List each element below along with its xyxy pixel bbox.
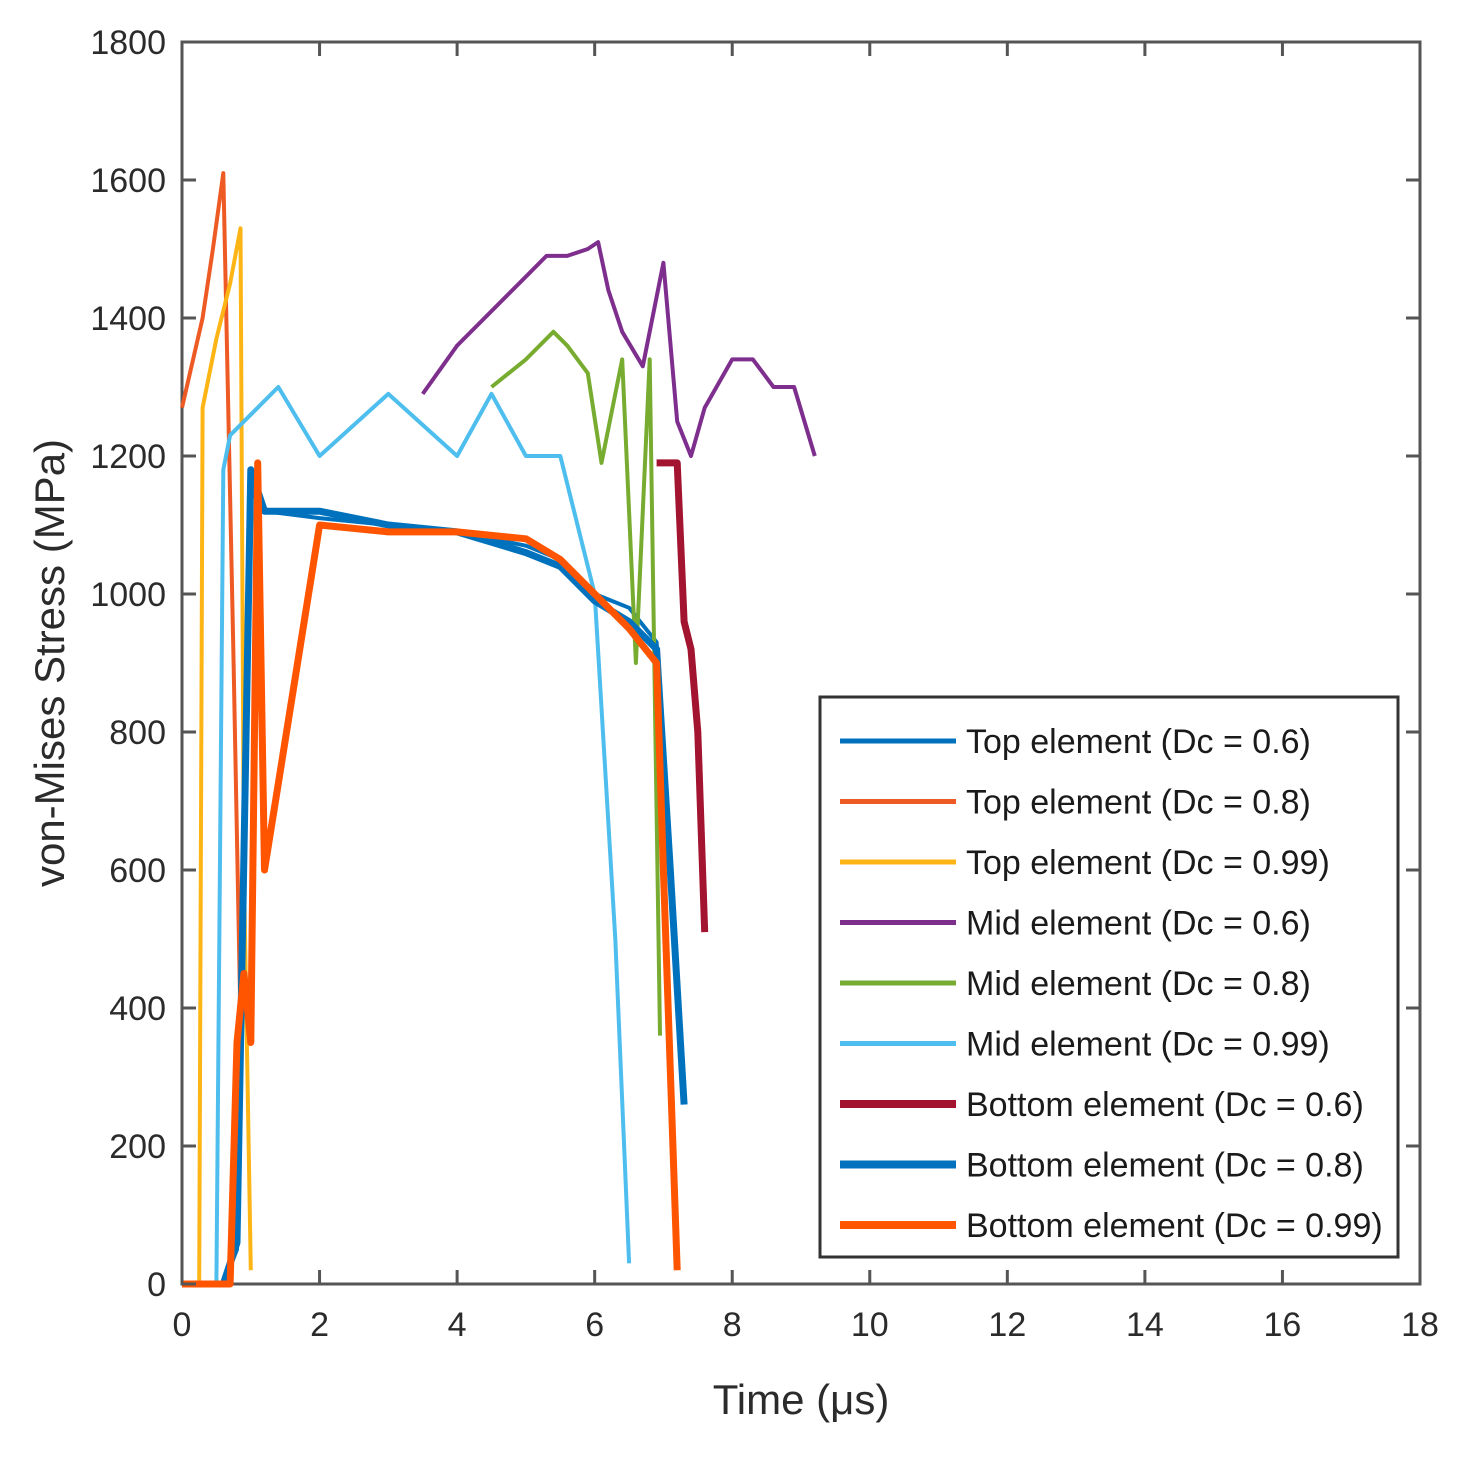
legend-label: Top element (Dc = 0.6) xyxy=(966,723,1311,761)
legend-label: Mid element (Dc = 0.8) xyxy=(966,965,1311,1003)
x-tick-label: 8 xyxy=(723,1306,742,1344)
y-tick-label: 200 xyxy=(109,1128,166,1166)
x-tick-label: 12 xyxy=(988,1306,1026,1344)
legend-label: Top element (Dc = 0.99) xyxy=(966,844,1330,882)
series-line-7 xyxy=(656,459,709,933)
y-tick-label: 1600 xyxy=(90,162,166,200)
x-tick-label: 18 xyxy=(1401,1306,1439,1344)
x-tick-label: 6 xyxy=(585,1306,604,1344)
y-axis-title: von-Mises Stress (MPa) xyxy=(26,439,73,887)
y-tick-label: 600 xyxy=(109,852,166,890)
series-line-9 xyxy=(182,459,681,1288)
series-line-5 xyxy=(490,329,662,1036)
x-tick-label: 16 xyxy=(1264,1306,1302,1344)
y-tick-label: 1400 xyxy=(90,300,166,338)
x-tick-label: 2 xyxy=(310,1306,329,1344)
x-tick-label: 0 xyxy=(173,1306,192,1344)
series-line-6 xyxy=(206,385,632,1286)
x-tick-label: 14 xyxy=(1126,1306,1164,1344)
y-tick-label: 1000 xyxy=(90,576,166,614)
legend-label: Mid element (Dc = 0.99) xyxy=(966,1026,1330,1064)
x-tick-label: 4 xyxy=(448,1306,467,1344)
y-tick-label: 1200 xyxy=(90,438,166,476)
legend-label: Bottom element (Dc = 0.8) xyxy=(966,1147,1364,1185)
y-tick-label: 1800 xyxy=(90,24,166,62)
x-tick-label: 10 xyxy=(851,1306,889,1344)
series-line-2 xyxy=(180,171,243,1022)
y-tick-label: 0 xyxy=(147,1266,166,1304)
legend-label: Mid element (Dc = 0.6) xyxy=(966,905,1311,943)
legend-label: Bottom element (Dc = 0.99) xyxy=(966,1207,1383,1245)
series-line-4 xyxy=(421,240,817,458)
series-layer xyxy=(180,171,817,1288)
legend-label: Top element (Dc = 0.8) xyxy=(966,784,1311,822)
axes-layer: 0 2 4 6 8 10 12 14 16 18 0 200 400 600 800 1000 1200 1400… xyxy=(90,24,1439,1344)
x-axis-title: Time (μs) xyxy=(713,1376,890,1423)
legend: Top element (Dc = 0.6) Top element (Dc = … xyxy=(818,695,1400,1259)
legend-label: Bottom element (Dc = 0.6) xyxy=(966,1086,1364,1124)
y-tick-label: 800 xyxy=(109,714,166,752)
y-tick-label: 400 xyxy=(109,990,166,1028)
